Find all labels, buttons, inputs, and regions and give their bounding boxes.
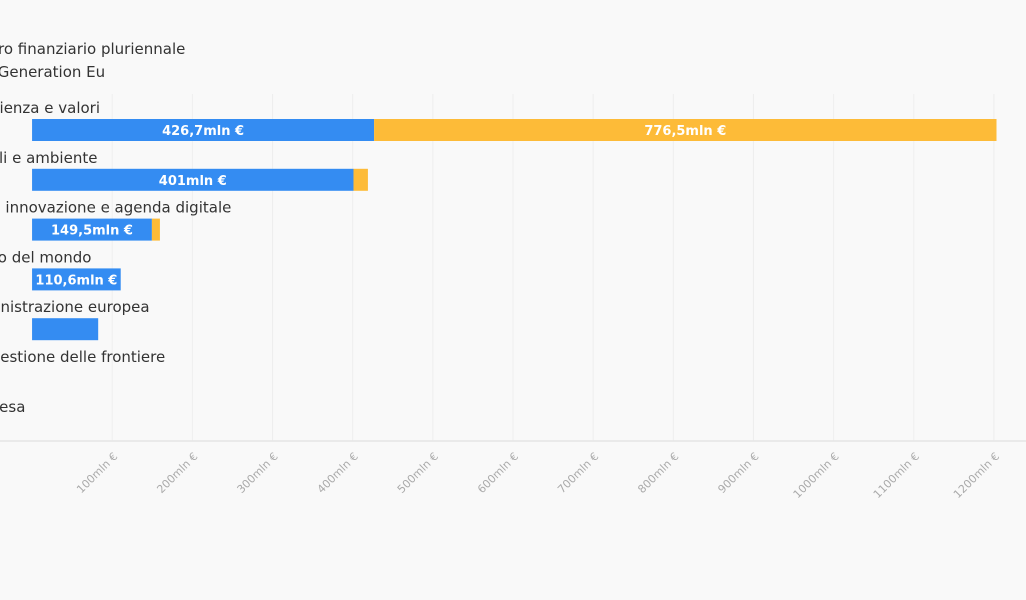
category-label: Vicinato e resto del mondo — [0, 248, 91, 266]
category-label: Coesione, resilienza e valori — [0, 99, 100, 117]
x-tick-label: 900mln € — [715, 450, 761, 496]
x-tick-label: 300mln € — [235, 450, 281, 496]
x-tick-label: 1200mln € — [951, 450, 1002, 501]
x-tick-label: 400mln € — [315, 450, 361, 496]
bars: 426,7mln € 776,5mln € 401mln € 149,5mln € 11… — [32, 119, 997, 341]
category-label: Pubblica amministrazione europea — [0, 298, 150, 316]
x-tick-label: 1000mln € — [791, 450, 842, 501]
category-label: Migrazione e gestione delle frontiere — [0, 348, 165, 366]
bar-segment — [374, 119, 997, 141]
x-tick-label: 100mln € — [74, 450, 120, 496]
legend: Quadro finanziario pluriennale Next Gener… — [0, 40, 185, 81]
bar-segment — [32, 119, 375, 141]
bar-segment — [32, 268, 121, 291]
bar-segment — [32, 218, 152, 241]
x-axis: 100mln € 200mln € 300mln € 400mln € 500mln €… — [0, 440, 1026, 501]
x-tick-label: 600mln € — [475, 450, 521, 496]
bar-segment — [151, 218, 160, 241]
bar-segment — [32, 168, 354, 191]
legend-label: Next Generation Eu — [0, 63, 105, 81]
x-tick-label: 1100mln € — [871, 450, 922, 501]
category-labels: Coesione, resilienza e valori Risorse nat… — [0, 99, 231, 416]
grid-lines — [111, 94, 995, 441]
x-tick-label: 200mln € — [154, 450, 200, 496]
x-tick-label: 500mln € — [395, 450, 441, 496]
x-tick-label: 700mln € — [555, 450, 601, 496]
category-label: Risorse naturali e ambiente — [0, 149, 97, 167]
bar-value-label: 110,6mln € — [35, 273, 117, 288]
category-label: Mercato unico, innovazione e agenda digi… — [0, 199, 231, 217]
bar-segment — [353, 168, 368, 191]
bar-value-label: 776,5mln € — [644, 124, 726, 139]
legend-label: Quadro finanziario pluriennale — [0, 40, 185, 58]
bar-value-label: 149,5mln € — [51, 224, 133, 239]
x-tick-label: 800mln € — [635, 450, 681, 496]
bar-value-label: 401mln € — [159, 174, 227, 189]
category-label: Sicurezza e difesa — [0, 398, 25, 416]
bar-value-label: 426,7mln € — [162, 124, 244, 139]
bar-segment — [32, 318, 99, 341]
